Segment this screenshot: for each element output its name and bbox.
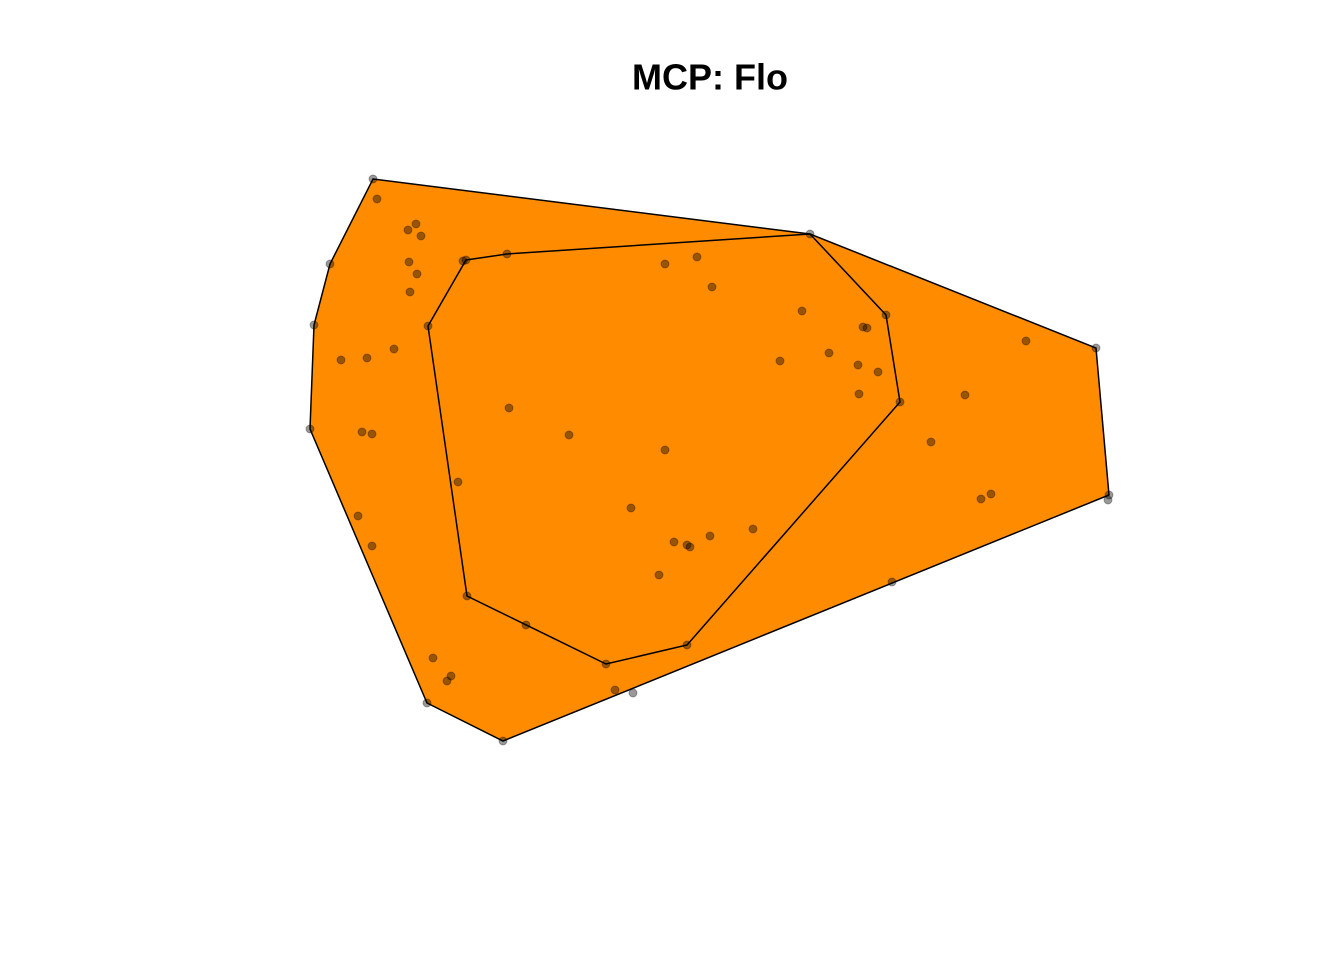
point (368, 174, 378, 184)
point (705, 531, 715, 541)
point (707, 282, 717, 292)
point (1091, 343, 1101, 353)
point (325, 259, 335, 269)
point (654, 570, 664, 580)
point (960, 390, 970, 400)
point (660, 259, 670, 269)
point (403, 225, 413, 235)
point (873, 367, 883, 377)
point (498, 736, 508, 746)
point (353, 511, 363, 521)
point (367, 541, 377, 551)
point (1104, 490, 1114, 500)
point (853, 360, 863, 370)
point (926, 437, 936, 447)
point (660, 445, 670, 455)
point (389, 344, 399, 354)
point (442, 676, 452, 686)
point (824, 348, 834, 358)
point (685, 542, 695, 552)
point (881, 310, 891, 320)
point (423, 321, 433, 331)
point (986, 489, 996, 499)
point (416, 231, 426, 241)
point (1103, 495, 1113, 505)
point (862, 323, 872, 333)
point (504, 403, 514, 413)
point (462, 591, 472, 601)
point (405, 287, 415, 297)
point (372, 194, 382, 204)
point (458, 256, 468, 266)
point (305, 424, 315, 434)
point (1021, 336, 1031, 346)
point (601, 659, 611, 669)
point (453, 477, 463, 487)
point (502, 249, 512, 259)
point (428, 653, 438, 663)
point (564, 430, 574, 440)
point (411, 219, 421, 229)
point (682, 640, 692, 650)
point (362, 353, 372, 363)
point (858, 322, 868, 332)
point (854, 389, 864, 399)
point (895, 397, 905, 407)
point (669, 537, 679, 547)
point (422, 698, 432, 708)
point (797, 306, 807, 316)
point (805, 229, 815, 239)
point (628, 688, 638, 698)
point (626, 503, 636, 513)
point (976, 494, 986, 504)
point (461, 255, 471, 265)
point (446, 671, 456, 681)
point (692, 252, 702, 262)
point (775, 356, 785, 366)
point (682, 540, 692, 550)
point (887, 577, 897, 587)
point (412, 269, 422, 279)
point (610, 685, 620, 695)
point (336, 355, 346, 365)
point (357, 427, 367, 437)
point (521, 620, 531, 630)
mcp-polygon (427, 233, 901, 665)
point (404, 257, 414, 267)
point (309, 320, 319, 330)
point (748, 524, 758, 534)
chart-title: MCP: Flo (632, 57, 788, 98)
point (367, 429, 377, 439)
